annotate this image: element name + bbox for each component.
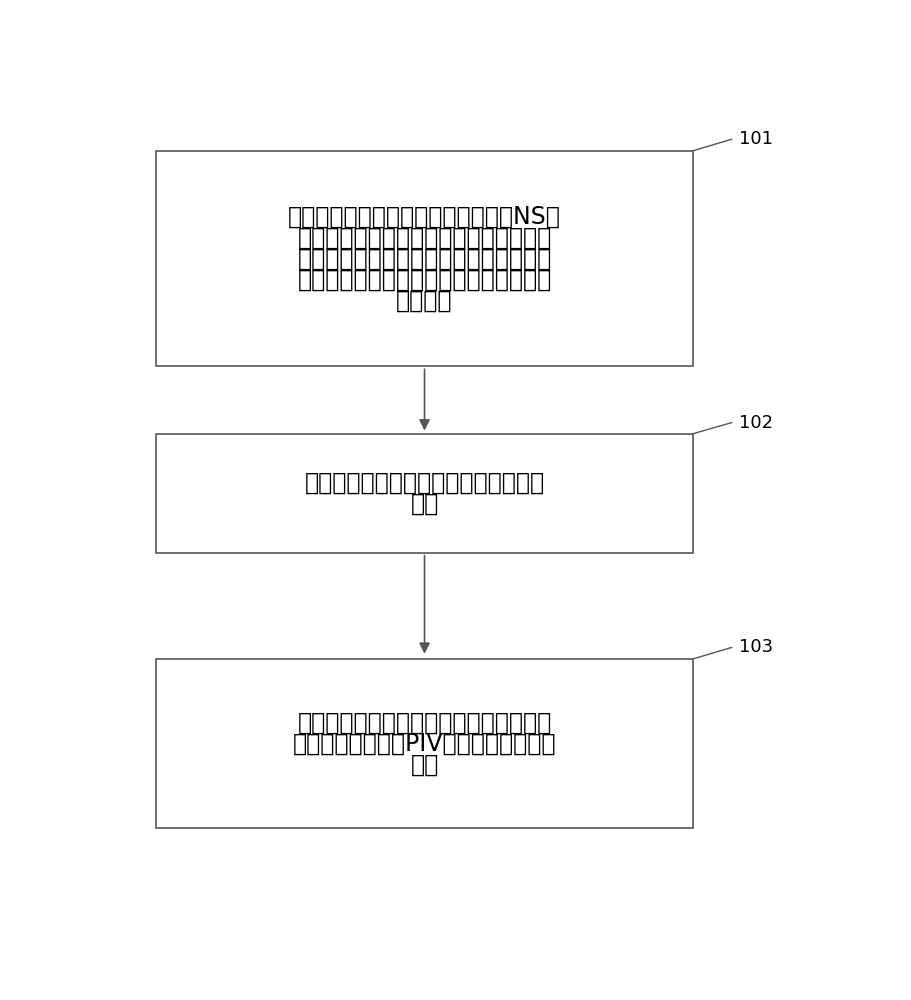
Text: 校正技术的要求对其重新整理并进行有限: 校正技术的要求对其重新整理并进行有限 — [297, 268, 552, 292]
Text: 选取气体状态方程、热量状态方程、NS方: 选取气体状态方程、热量状态方程、NS方 — [288, 205, 561, 229]
Text: 力场: 力场 — [410, 753, 439, 777]
Text: 程组中的动量方程和能量方程作为计算可: 程组中的动量方程和能量方程作为计算可 — [297, 226, 552, 250]
Text: 103: 103 — [739, 638, 773, 656]
Text: 条件: 条件 — [410, 492, 439, 516]
Text: 推进求解，得到与PIV速度场相对应的压: 推进求解，得到与PIV速度场相对应的压 — [292, 732, 557, 756]
Text: 101: 101 — [739, 130, 773, 148]
Text: 差分处理: 差分处理 — [396, 288, 453, 312]
Text: 102: 102 — [739, 414, 773, 432]
Bar — [157, 151, 692, 366]
Bar — [157, 434, 692, 553]
Text: 压缩流体压力场的基本方程组，按照预测: 压缩流体压力场的基本方程组，按照预测 — [297, 247, 552, 271]
Text: 根据流场的具体形式，给定适当的边界: 根据流场的具体形式，给定适当的边界 — [304, 471, 545, 495]
Bar — [157, 659, 692, 828]
Text: 使用预测校正技术对基本方程组进行时间: 使用预测校正技术对基本方程组进行时间 — [297, 711, 552, 735]
